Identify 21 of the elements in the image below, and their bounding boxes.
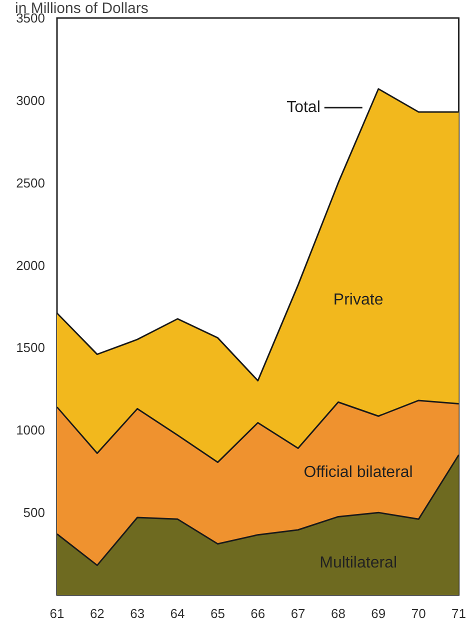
x-tick-label: 68	[331, 606, 346, 621]
y-tick-label: 3000	[16, 92, 45, 108]
x-tick-label: 70	[411, 606, 426, 621]
series-label: Multilateral	[320, 554, 398, 572]
y-tick-label: 1500	[16, 340, 45, 356]
y-tick-label: 2500	[16, 175, 45, 190]
x-tick-label: 65	[210, 606, 225, 621]
y-tick-label: 1000	[16, 422, 45, 438]
x-tick-label: 67	[290, 606, 306, 621]
x-tick-label: 61	[50, 606, 64, 621]
x-tick-label: 63	[130, 606, 145, 621]
x-tick-label: 71	[452, 606, 466, 621]
series-label: Private	[333, 291, 384, 308]
x-tick-label: 64	[170, 606, 185, 621]
x-tick-label: 69	[371, 606, 386, 621]
y-tick-label: 500	[23, 505, 45, 520]
x-tick-label: 62	[90, 606, 104, 621]
y-tick-label: 2000	[16, 258, 45, 273]
series-label: Official bilateral	[304, 464, 413, 481]
annotation: Total	[286, 99, 320, 116]
x-tick-label: 66	[250, 606, 266, 621]
